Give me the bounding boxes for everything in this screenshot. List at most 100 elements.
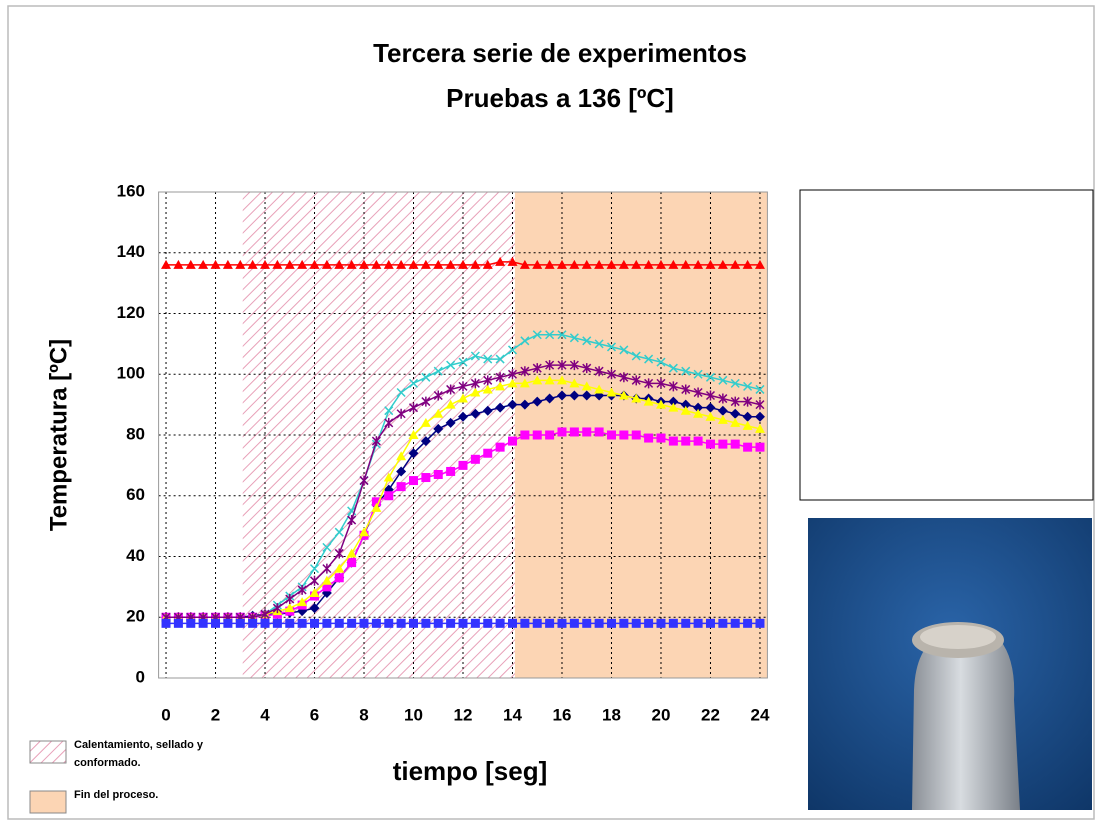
marker [297, 584, 307, 595]
marker [718, 439, 728, 449]
label-line: conformado. [74, 757, 141, 769]
marker [544, 375, 555, 385]
marker [198, 259, 209, 269]
marker [507, 399, 518, 410]
marker [545, 618, 555, 628]
marker [334, 618, 344, 628]
marker [396, 387, 406, 398]
marker [458, 259, 468, 269]
marker [458, 460, 468, 470]
marker [619, 430, 629, 440]
marker [717, 414, 728, 424]
marker [619, 372, 629, 383]
x-tick-label: 18 [602, 705, 621, 724]
marker [433, 469, 443, 479]
marker [556, 259, 567, 269]
marker [693, 387, 703, 398]
marker [322, 582, 332, 592]
marker [272, 259, 283, 269]
x-tick-label: 0 [161, 705, 170, 724]
marker [644, 378, 654, 389]
marker [322, 618, 332, 628]
marker [644, 433, 654, 443]
marker [743, 396, 753, 407]
marker [743, 442, 753, 452]
marker [717, 259, 728, 269]
marker [680, 259, 691, 269]
marker [507, 256, 518, 266]
marker [321, 575, 332, 585]
marker [446, 618, 456, 628]
marker [470, 454, 480, 464]
marker [371, 502, 382, 512]
marker [717, 405, 728, 416]
marker [606, 369, 617, 380]
x-tick-label: 16 [553, 705, 572, 724]
marker [582, 618, 592, 628]
marker [483, 448, 493, 458]
marker [396, 466, 407, 477]
marker [458, 411, 468, 422]
region-legend-label: Calentamiento, sellado y conformado. [74, 739, 204, 769]
marker [470, 378, 480, 389]
marker [396, 618, 406, 628]
marker [718, 618, 728, 628]
marker [644, 354, 654, 364]
marker [631, 375, 641, 386]
marker [458, 357, 468, 367]
x-tick-label: 20 [652, 705, 671, 724]
marker [755, 399, 765, 410]
marker [371, 436, 381, 447]
marker [644, 618, 654, 628]
marker [532, 259, 543, 269]
marker [681, 436, 691, 446]
x-tick-label: 2 [211, 705, 220, 724]
marker [347, 515, 357, 526]
marker [347, 558, 357, 568]
marker [433, 259, 444, 269]
marker [470, 351, 480, 361]
marker [396, 451, 407, 461]
marker [507, 618, 517, 628]
marker [222, 259, 233, 269]
marker [742, 420, 753, 430]
x-tick-label: 8 [359, 705, 368, 724]
marker [681, 618, 691, 628]
marker [545, 360, 555, 371]
label-line: Calentamiento, sellado y [74, 739, 204, 751]
marker [211, 618, 221, 628]
marker [482, 384, 493, 394]
y-tick-label: 160 [117, 181, 145, 200]
x-tick-label: 4 [260, 705, 270, 724]
marker [371, 618, 381, 628]
marker [730, 408, 741, 419]
marker [235, 618, 245, 628]
marker [446, 466, 456, 476]
marker [655, 399, 666, 409]
marker [310, 618, 320, 628]
marker [359, 475, 369, 486]
marker [681, 366, 691, 376]
marker [161, 259, 172, 269]
marker [248, 618, 258, 628]
marker [594, 384, 605, 394]
marker [594, 339, 604, 349]
marker [346, 548, 357, 558]
marker [582, 336, 592, 346]
marker [557, 360, 567, 371]
marker [433, 618, 443, 628]
marker [718, 393, 728, 404]
marker [433, 408, 444, 418]
marker [643, 259, 654, 269]
marker [668, 363, 678, 373]
marker [470, 259, 481, 269]
y-tick-label: 40 [126, 546, 145, 565]
marker [705, 259, 716, 269]
chart-title: Tercera serie de experimentos [373, 38, 747, 68]
marker [446, 360, 456, 370]
photo [808, 518, 1092, 810]
y-tick-label: 0 [136, 667, 145, 686]
marker [470, 387, 481, 397]
marker [532, 430, 542, 440]
